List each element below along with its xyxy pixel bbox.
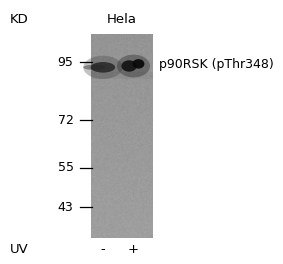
Text: 72: 72 — [58, 114, 74, 127]
Ellipse shape — [132, 59, 144, 69]
Text: p90RSK (pThr348): p90RSK (pThr348) — [159, 58, 274, 71]
Text: 43: 43 — [58, 201, 74, 214]
Text: -: - — [100, 243, 105, 256]
Ellipse shape — [83, 65, 105, 70]
Text: UV: UV — [10, 243, 29, 256]
Ellipse shape — [117, 55, 150, 77]
Text: Hela: Hela — [106, 13, 136, 26]
Text: +: + — [128, 243, 139, 256]
Ellipse shape — [121, 60, 137, 72]
Ellipse shape — [83, 56, 123, 79]
Ellipse shape — [91, 62, 115, 73]
Text: 95: 95 — [58, 55, 74, 69]
Text: 55: 55 — [57, 161, 74, 174]
Text: KD: KD — [10, 13, 29, 26]
